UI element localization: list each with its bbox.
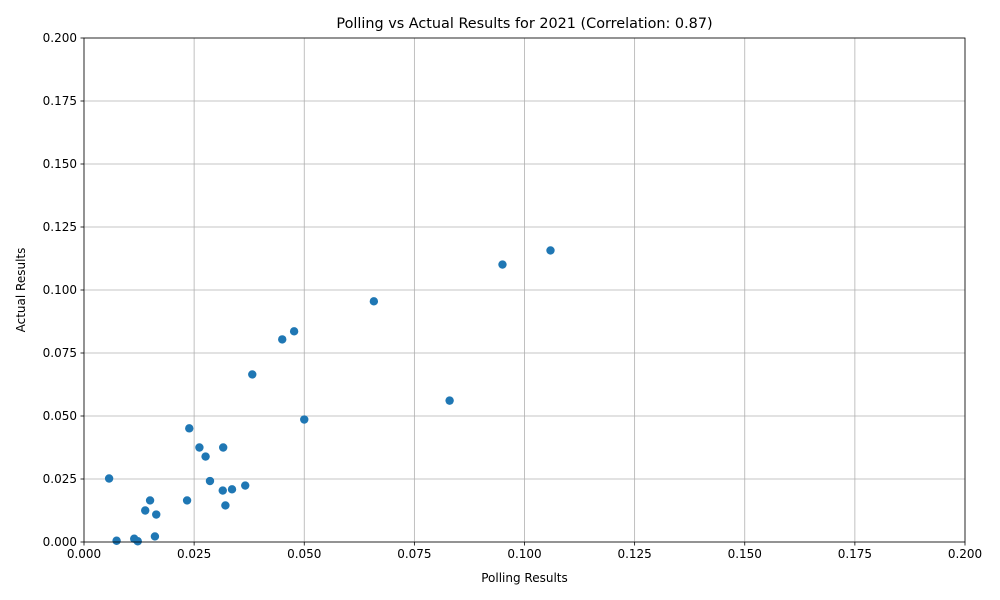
data-points [104, 246, 555, 546]
y-axis-ticks: 0.000 0.025 0.050 0.075 0.100 0.125 0.150 0.175… [43, 31, 84, 549]
data-point [104, 474, 114, 483]
x-tick-label: 0.025 [177, 547, 211, 561]
data-point [546, 246, 555, 255]
y-tick-label: 0.050 [43, 409, 77, 423]
y-tick-label: 0.025 [43, 472, 77, 486]
x-tick-label: 0.050 [287, 547, 321, 561]
data-point [248, 370, 257, 379]
data-point [218, 443, 228, 452]
data-point [498, 260, 507, 269]
x-tick-label: 0.150 [728, 547, 762, 561]
data-point [205, 476, 215, 486]
data-point [141, 506, 150, 515]
data-point [182, 496, 192, 505]
data-point [278, 335, 287, 344]
data-point [227, 485, 237, 494]
y-tick-label: 0.125 [43, 220, 77, 234]
data-point [221, 501, 230, 510]
data-point [145, 496, 155, 505]
data-point [369, 297, 379, 306]
y-tick-label: 0.150 [43, 157, 77, 171]
x-tick-label: 0.125 [617, 547, 651, 561]
data-point [289, 327, 299, 336]
x-axis-label: Polling Results [481, 571, 568, 585]
y-tick-label: 0.200 [43, 31, 77, 45]
x-tick-label: 0.100 [507, 547, 541, 561]
data-point [150, 532, 160, 541]
y-axis-label: Actual Results [14, 248, 28, 333]
x-tick-label: 0.075 [397, 547, 431, 561]
data-point [445, 396, 454, 405]
data-point [241, 481, 250, 490]
data-point [185, 424, 194, 433]
data-point [152, 510, 161, 519]
data-point [201, 452, 210, 461]
y-tick-label: 0.075 [43, 346, 77, 360]
y-tick-label: 0.000 [43, 535, 77, 549]
y-tick-label: 0.175 [43, 94, 77, 108]
x-tick-label: 0.000 [67, 547, 101, 561]
chart-title: Polling vs Actual Results for 2021 (Corr… [336, 16, 712, 32]
x-tick-label: 0.175 [838, 547, 872, 561]
data-point [133, 537, 142, 546]
data-point [195, 443, 204, 452]
data-point [112, 536, 121, 545]
x-axis-ticks: 0.000 0.025 0.050 0.075 0.100 0.125 0.150 0.175… [67, 542, 982, 561]
y-tick-label: 0.100 [43, 283, 77, 297]
x-tick-label: 0.200 [948, 547, 982, 561]
data-point [300, 415, 309, 424]
data-point [218, 486, 227, 495]
